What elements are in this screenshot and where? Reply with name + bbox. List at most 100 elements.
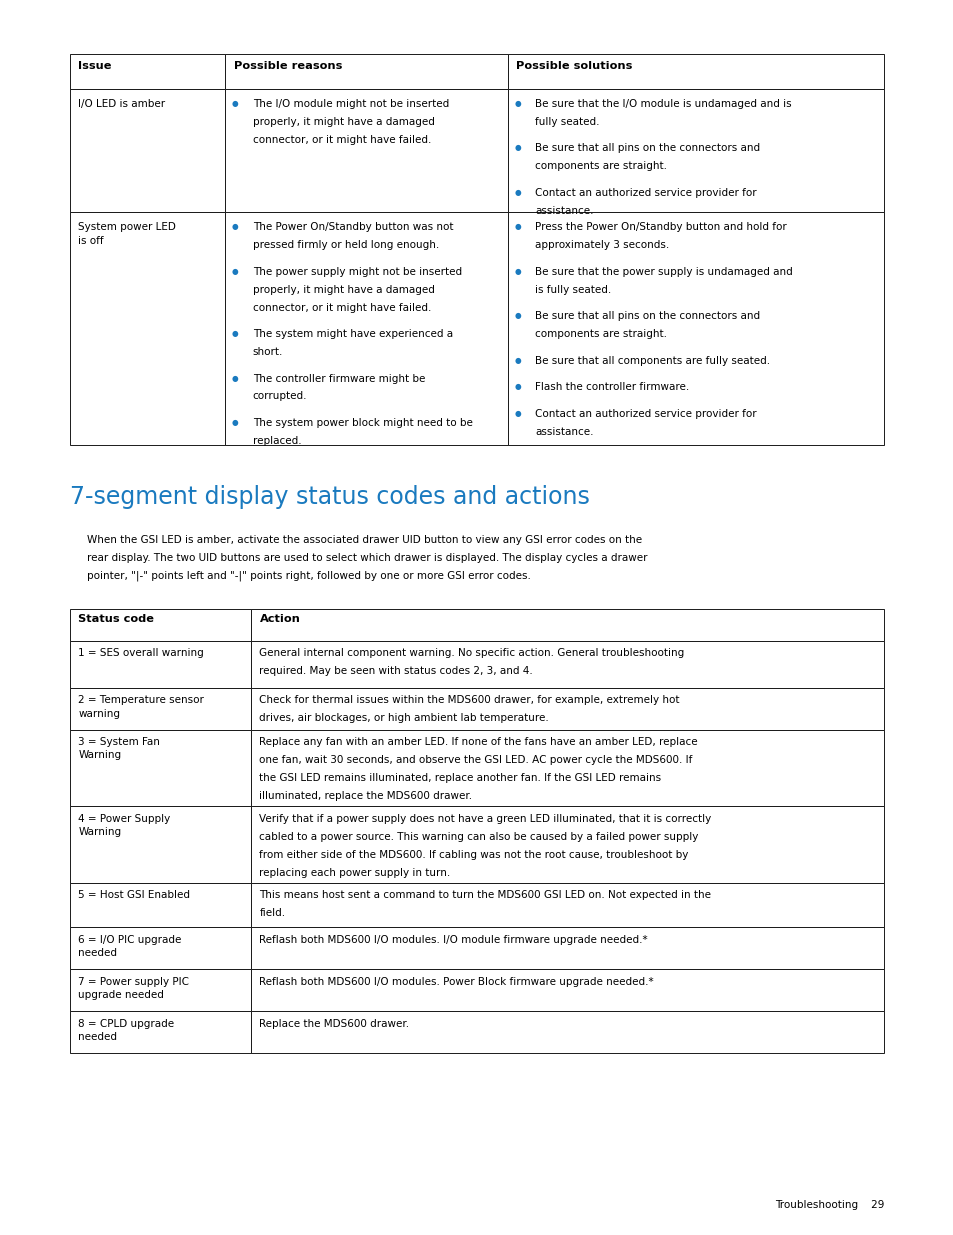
Text: approximately 3 seconds.: approximately 3 seconds. — [535, 240, 669, 251]
Text: Status code: Status code — [78, 614, 154, 624]
Bar — [507, 54, 883, 89]
Bar — [251, 883, 883, 927]
Bar — [507, 212, 883, 445]
Text: The Power On/Standby button was not: The Power On/Standby button was not — [253, 222, 453, 232]
Text: Be sure that the I/O module is undamaged and is: Be sure that the I/O module is undamaged… — [535, 99, 791, 109]
Bar — [225, 54, 507, 89]
Text: Reflash both MDS600 I/O modules. I/O module firmware upgrade needed.*: Reflash both MDS600 I/O modules. I/O mod… — [259, 935, 647, 945]
Text: Be sure that the power supply is undamaged and: Be sure that the power supply is undamag… — [535, 267, 792, 277]
Text: 5 = Host GSI Enabled: 5 = Host GSI Enabled — [78, 890, 190, 900]
Bar — [251, 641, 883, 688]
Text: ●: ● — [514, 188, 520, 196]
Text: ●: ● — [514, 222, 520, 231]
Text: ●: ● — [232, 222, 238, 231]
Text: Replace the MDS600 drawer.: Replace the MDS600 drawer. — [259, 1019, 409, 1029]
Bar — [70, 883, 251, 927]
Text: the GSI LED remains illuminated, replace another fan. If the GSI LED remains: the GSI LED remains illuminated, replace… — [259, 773, 661, 783]
Text: Check for thermal issues within the MDS600 drawer, for example, extremely hot: Check for thermal issues within the MDS6… — [259, 695, 679, 705]
Text: Press the Power On/Standby button and hold for: Press the Power On/Standby button and ho… — [535, 222, 786, 232]
Text: rear display. The two UID buttons are used to select which drawer is displayed. : rear display. The two UID buttons are us… — [87, 553, 647, 563]
Text: The system power block might need to be: The system power block might need to be — [253, 419, 472, 429]
Bar — [251, 1011, 883, 1053]
Text: 7-segment display status codes and actions: 7-segment display status codes and actio… — [70, 485, 589, 509]
Bar — [70, 730, 251, 806]
Text: fully seated.: fully seated. — [535, 117, 599, 127]
Text: ●: ● — [514, 267, 520, 275]
Bar — [251, 806, 883, 883]
Text: 7 = Power supply PIC
upgrade needed: 7 = Power supply PIC upgrade needed — [78, 977, 189, 1000]
Text: ●: ● — [514, 311, 520, 320]
Text: Verify that if a power supply does not have a green LED illuminated, that it is : Verify that if a power supply does not h… — [259, 814, 711, 824]
Text: ●: ● — [232, 419, 238, 427]
Text: Possible reasons: Possible reasons — [233, 61, 342, 70]
Text: cabled to a power source. This warning can also be caused by a failed power supp: cabled to a power source. This warning c… — [259, 832, 699, 842]
Text: Possible solutions: Possible solutions — [516, 61, 632, 70]
Text: required. May be seen with status codes 2, 3, and 4.: required. May be seen with status codes … — [259, 667, 533, 677]
Bar — [70, 212, 225, 445]
Text: assistance.: assistance. — [535, 427, 593, 437]
Text: ●: ● — [232, 374, 238, 383]
Bar — [507, 89, 883, 212]
Text: one fan, wait 30 seconds, and observe the GSI LED. AC power cycle the MDS600. If: one fan, wait 30 seconds, and observe th… — [259, 756, 692, 766]
Text: components are straight.: components are straight. — [535, 162, 666, 172]
Text: drives, air blockages, or high ambient lab temperature.: drives, air blockages, or high ambient l… — [259, 714, 549, 724]
Text: Troubleshooting    29: Troubleshooting 29 — [774, 1200, 883, 1210]
Text: assistance.: assistance. — [535, 206, 593, 216]
Text: The power supply might not be inserted: The power supply might not be inserted — [253, 267, 461, 277]
Text: Flash the controller firmware.: Flash the controller firmware. — [535, 383, 689, 393]
Text: Be sure that all pins on the connectors and: Be sure that all pins on the connectors … — [535, 143, 760, 153]
Bar — [70, 806, 251, 883]
Text: connector, or it might have failed.: connector, or it might have failed. — [253, 303, 431, 312]
Text: connector, or it might have failed.: connector, or it might have failed. — [253, 135, 431, 144]
Text: ●: ● — [514, 383, 520, 391]
Bar — [225, 89, 507, 212]
Bar — [70, 969, 251, 1011]
Text: replaced.: replaced. — [253, 436, 301, 446]
Text: components are straight.: components are straight. — [535, 330, 666, 340]
Text: System power LED
is off: System power LED is off — [78, 222, 176, 246]
Text: ●: ● — [514, 356, 520, 364]
Text: Contact an authorized service provider for: Contact an authorized service provider f… — [535, 188, 756, 198]
Text: I/O LED is amber: I/O LED is amber — [78, 99, 165, 109]
Text: 1 = SES overall warning: 1 = SES overall warning — [78, 648, 204, 658]
Text: pressed firmly or held long enough.: pressed firmly or held long enough. — [253, 240, 438, 251]
Text: is fully seated.: is fully seated. — [535, 285, 611, 295]
Text: illuminated, replace the MDS600 drawer.: illuminated, replace the MDS600 drawer. — [259, 792, 472, 802]
Text: ●: ● — [514, 409, 520, 417]
Bar — [70, 54, 225, 89]
Bar — [251, 609, 883, 641]
Text: ●: ● — [232, 330, 238, 338]
Text: corrupted.: corrupted. — [253, 391, 307, 401]
Text: from either side of the MDS600. If cabling was not the root cause, troubleshoot : from either side of the MDS600. If cabli… — [259, 850, 688, 860]
Bar — [70, 609, 251, 641]
Text: General internal component warning. No specific action. General troubleshooting: General internal component warning. No s… — [259, 648, 684, 658]
Text: Contact an authorized service provider for: Contact an authorized service provider f… — [535, 409, 756, 419]
Text: Replace any fan with an amber LED. If none of the fans have an amber LED, replac: Replace any fan with an amber LED. If no… — [259, 737, 698, 747]
Text: ●: ● — [514, 99, 520, 107]
Text: When the GSI LED is amber, activate the associated drawer UID button to view any: When the GSI LED is amber, activate the … — [87, 535, 641, 545]
Bar — [251, 688, 883, 730]
Text: The I/O module might not be inserted: The I/O module might not be inserted — [253, 99, 449, 109]
Bar — [70, 688, 251, 730]
Text: 3 = System Fan
Warning: 3 = System Fan Warning — [78, 737, 160, 761]
Text: 4 = Power Supply
Warning: 4 = Power Supply Warning — [78, 814, 171, 837]
Text: ●: ● — [232, 267, 238, 275]
Bar — [251, 969, 883, 1011]
Text: 8 = CPLD upgrade
needed: 8 = CPLD upgrade needed — [78, 1019, 174, 1042]
Text: This means host sent a command to turn the MDS600 GSI LED on. Not expected in th: This means host sent a command to turn t… — [259, 890, 711, 900]
Text: The controller firmware might be: The controller firmware might be — [253, 374, 425, 384]
Text: short.: short. — [253, 347, 283, 357]
Text: field.: field. — [259, 909, 285, 919]
Text: Be sure that all pins on the connectors and: Be sure that all pins on the connectors … — [535, 311, 760, 321]
Text: Issue: Issue — [78, 61, 112, 70]
Bar — [251, 730, 883, 806]
Text: ●: ● — [514, 143, 520, 152]
Text: Action: Action — [259, 614, 300, 624]
Text: The system might have experienced a: The system might have experienced a — [253, 330, 453, 340]
Text: ●: ● — [232, 99, 238, 107]
Text: properly, it might have a damaged: properly, it might have a damaged — [253, 117, 435, 127]
Bar — [70, 927, 251, 969]
Text: Be sure that all components are fully seated.: Be sure that all components are fully se… — [535, 356, 769, 366]
Bar — [70, 641, 251, 688]
Text: 6 = I/O PIC upgrade
needed: 6 = I/O PIC upgrade needed — [78, 935, 181, 958]
